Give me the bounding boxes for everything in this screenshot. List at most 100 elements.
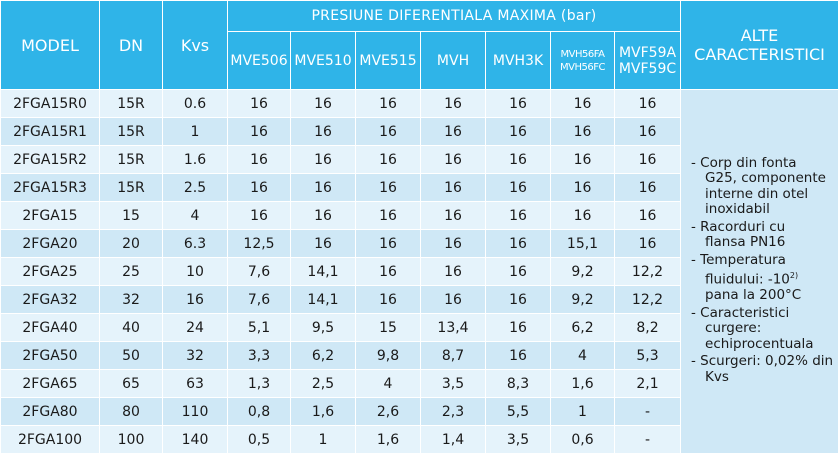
- table-row: 2FGA50 50 32 3,3 6,2 9,8 8,7 16 4 5,3: [0, 341, 838, 370]
- cell-mvh3k: 16: [485, 285, 551, 314]
- cell-mve515: 16: [355, 117, 421, 146]
- cell-mvf59: 5,3: [613, 341, 682, 370]
- cell-mve510: 6,2: [290, 341, 356, 370]
- cell-mvh56: 4: [550, 341, 615, 370]
- cell-mvh56: 9,2: [550, 285, 615, 314]
- other-header-line2: CARACTERISTICI: [694, 45, 825, 64]
- cell-mvf59: 8,2: [613, 313, 682, 342]
- cell-mve506: 5,1: [227, 313, 291, 342]
- cell-kvs: 1: [162, 117, 228, 146]
- table-row: 2FGA20 20 6.3 12,5 16 16 16 16 15,1 16: [0, 229, 838, 258]
- cell-mve515: 16: [355, 173, 421, 202]
- feature-text: - Caracteristici: [691, 304, 790, 321]
- cell-mve510: 14,1: [290, 285, 356, 314]
- cell-mvh56: 6,2: [550, 313, 615, 342]
- feature-text: curgere: echiprocentuala: [705, 320, 814, 352]
- cell-mvf59: -: [613, 425, 682, 454]
- cell-mve506: 1,3: [227, 369, 291, 398]
- cell-mvf59: 12,2: [613, 257, 682, 286]
- cell-mve510: 16: [290, 229, 356, 258]
- feature-item: - Racorduri cu flansa PN16: [691, 218, 834, 251]
- col-header-mve515: MVE515: [355, 31, 421, 90]
- table-row: 2FGA65 65 63 1,3 2,5 4 3,5 8,3 1,6 2,1: [0, 369, 838, 398]
- cell-mvh56: 16: [550, 145, 615, 174]
- table-row: 2FGA32 32 16 7,6 14,1 16 16 16 9,2 12,2: [0, 285, 838, 314]
- table-row: 2FGA80 80 110 0,8 1,6 2,6 2,3 5,5 1-: [0, 397, 838, 426]
- cell-mvh56: 16: [550, 89, 615, 118]
- cell-mve515: 16: [355, 201, 421, 230]
- mvf59c-label: MVF59C: [618, 60, 677, 77]
- feature-text: - Racorduri cu: [691, 218, 786, 235]
- other-header-line1: ALTE: [740, 26, 779, 45]
- cell-mvf59: -: [613, 397, 682, 426]
- col-header-mve510: MVE510: [290, 31, 356, 90]
- cell-mvh3k: 16: [485, 173, 551, 202]
- cell-mvf59: 16: [613, 89, 682, 118]
- cell-mvh: 16: [420, 89, 486, 118]
- cell-kvs: 32: [162, 341, 228, 370]
- cell-model: 2FGA20: [0, 229, 100, 258]
- feature-text: Kvs: [705, 368, 729, 385]
- cell-mvh3k: 16: [485, 201, 551, 230]
- cell-mvh56: 16: [550, 117, 615, 146]
- cell-mvh: 13,4: [420, 313, 486, 342]
- cell-dn: 15R: [99, 145, 163, 174]
- cell-mve515: 16: [355, 89, 421, 118]
- cell-mve515: 16: [355, 145, 421, 174]
- cell-model: 2FGA80: [0, 397, 100, 426]
- mvh56fa-label: MVH56FA: [560, 48, 605, 60]
- cell-mve515: 16: [355, 229, 421, 258]
- cell-mve510: 16: [290, 145, 356, 174]
- cell-mve510: 2,5: [290, 369, 356, 398]
- cell-mve506: 7,6: [227, 257, 291, 286]
- col-group-header-pressure: PRESIUNE DIFERENTIALA MAXIMA (bar): [226, 0, 682, 32]
- cell-dn: 65: [99, 369, 163, 398]
- col-header-mvh3k: MVH3K: [485, 31, 551, 90]
- table-row: 2FGA15R2 15R 1.6 16 16 16 16 16 16 16: [0, 145, 838, 174]
- cell-mvf59: 2,1: [613, 369, 682, 398]
- cell-mve506: 3,3: [227, 341, 291, 370]
- cell-mvh56: 9,2: [550, 257, 615, 286]
- cell-mve515: 16: [355, 285, 421, 314]
- cell-mvh: 3,5: [420, 369, 486, 398]
- cell-model: 2FGA100: [0, 425, 100, 454]
- feature-text: - Scurgeri: 0,02% din: [691, 353, 834, 370]
- cell-kvs: 2.5: [162, 173, 228, 202]
- cell-mvh56: 16: [550, 201, 615, 230]
- cell-mvf59: 16: [613, 173, 682, 202]
- cell-model: 2FGA40: [0, 313, 100, 342]
- cell-kvs: 110: [162, 397, 228, 426]
- cell-dn: 15R: [99, 173, 163, 202]
- cell-dn: 15R: [99, 117, 163, 146]
- cell-mvh56: 0,6: [550, 425, 615, 454]
- cell-mve506: 16: [227, 145, 291, 174]
- cell-kvs: 24: [162, 313, 228, 342]
- table-row: 2FGA100 100 140 0,5 1 1,6 1,4 3,5 0,6-: [0, 425, 838, 454]
- cell-mve510: 16: [290, 173, 356, 202]
- cell-mvh: 16: [420, 145, 486, 174]
- feature-item: - Temperatura fluidului: -102) pana la 2…: [691, 252, 834, 304]
- table-row: 2FGA25 25 10 7,6 14,1 16 16 16 9,2 12,2: [0, 257, 838, 286]
- cell-mve515: 9,8: [355, 341, 421, 370]
- feature-item: - Corp din fonta G25, componente interne…: [691, 155, 834, 218]
- cell-mve515: 2,6: [355, 397, 421, 426]
- cell-mvh56: 1: [550, 397, 615, 426]
- cell-dn: 25: [99, 257, 163, 286]
- cell-mve510: 1,6: [290, 397, 356, 426]
- cell-kvs: 6.3: [162, 229, 228, 258]
- cell-dn: 15: [99, 201, 163, 230]
- footnote-marker: 2): [789, 271, 799, 281]
- cell-mve515: 4: [355, 369, 421, 398]
- cell-mvh3k: 16: [485, 117, 551, 146]
- col-header-other: ALTE CARACTERISTICI: [680, 0, 838, 90]
- temp-text: fluidului: -10: [705, 271, 790, 288]
- col-header-mvh: MVH: [420, 31, 486, 90]
- cell-model: 2FGA15: [0, 201, 100, 230]
- cell-mvh: 16: [420, 229, 486, 258]
- cell-mvh: 8,7: [420, 341, 486, 370]
- col-header-mve506: MVE506: [227, 31, 291, 90]
- feature-item: - Caracteristici curgere: echiprocentual…: [691, 304, 834, 353]
- cell-mve506: 16: [227, 89, 291, 118]
- cell-mvh3k: 16: [485, 229, 551, 258]
- cell-mvh: 16: [420, 285, 486, 314]
